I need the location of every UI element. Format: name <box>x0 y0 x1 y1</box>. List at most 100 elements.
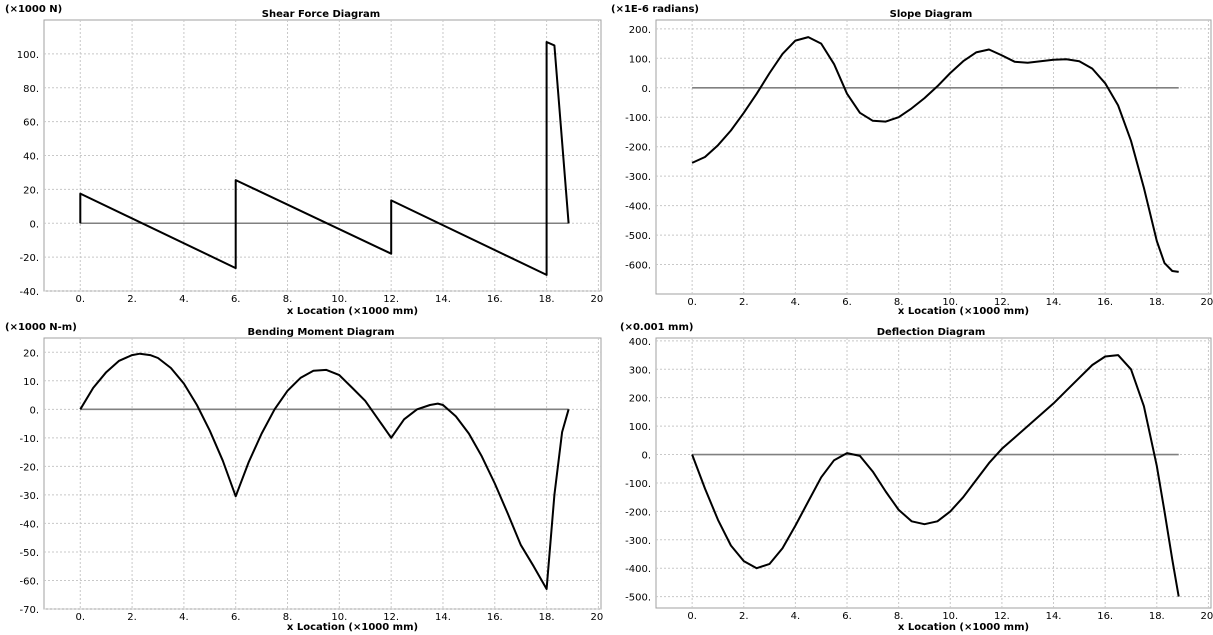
moment-title: Bending Moment Diagram <box>247 327 395 338</box>
slope-panel: (×1E-6 radians) Slope Diagram -600. -500.… <box>610 0 1213 318</box>
x-tick-label: 14. <box>1046 297 1062 308</box>
x-tick-label: 6. <box>842 611 852 622</box>
x-axis-label: x Location (×1000 mm) <box>287 306 418 317</box>
x-tick-label: 12. <box>994 611 1010 622</box>
x-axis-label: x Location (×1000 mm) <box>287 622 418 633</box>
y-tick-label: -20. <box>19 253 39 264</box>
y-tick-label: -50. <box>19 548 39 559</box>
y-tick-label: -400. <box>625 564 651 575</box>
x-tick-label: 0. <box>687 611 697 622</box>
y-tick-label: -100. <box>625 113 651 124</box>
x-tick-label: 8. <box>283 612 293 623</box>
y-tick-label: 300. <box>629 365 651 376</box>
x-axis-label: x Location (×1000 mm) <box>898 306 1029 317</box>
slope-chart: -600. -500. -400. -300. -200. -100. 0. 100. 200.… <box>625 19 1213 317</box>
y-tick-label: -70. <box>19 605 39 616</box>
y-tick-label: 0. <box>641 451 651 462</box>
x-tick-label: 4. <box>791 611 801 622</box>
x-tick-label: 0. <box>75 294 85 305</box>
x-tick-label: 20. <box>590 612 603 623</box>
x-tick-label: 8. <box>894 297 904 308</box>
x-tick-label: 2. <box>739 611 749 622</box>
x-tick-label: 10. <box>331 612 347 623</box>
bending-moment-panel: (×1000 N-m) Bending Moment Diagram -70. -… <box>0 318 603 635</box>
bending-moment-chart: -70. -60. -50. -40. -30. -20. -10. 0. 10. 20. 0. 2.… <box>19 337 603 633</box>
y-tick-label: 100. <box>629 54 651 65</box>
x-tick-label: 14. <box>435 612 451 623</box>
x-tick-label: 18. <box>539 612 555 623</box>
x-tick-label: 2. <box>127 294 137 305</box>
x-tick-label: 10. <box>942 611 958 622</box>
y-tick-label: 0. <box>29 405 39 416</box>
y-tick-label: -40. <box>19 287 39 298</box>
x-tick-label: 2. <box>127 612 137 623</box>
x-tick-label: 14. <box>435 294 451 305</box>
y-tick-label: 200. <box>629 25 651 36</box>
x-tick-label: 0. <box>75 612 85 623</box>
y-tick-label: -60. <box>19 576 39 587</box>
y-tick-label: 20. <box>23 348 39 359</box>
y-tick-label: 60. <box>23 118 39 129</box>
plot-area <box>655 337 1212 609</box>
shear-title: Shear Force Diagram <box>261 9 381 20</box>
x-tick-label: 4. <box>179 612 189 623</box>
x-tick-label: 12. <box>383 612 399 623</box>
series-line <box>79 352 570 590</box>
slope-unit-label: (×1E-6 radians) <box>611 4 699 15</box>
plot-area <box>655 19 1212 295</box>
deflection-chart: -500. -400. -300. -200. -100. 0. 100. 200. 300. 4… <box>625 337 1213 633</box>
x-tick-label: 18. <box>1149 297 1165 308</box>
x-tick-label: 10. <box>942 297 958 308</box>
series-line <box>79 41 570 276</box>
x-tick-label: 12. <box>994 297 1010 308</box>
x-tick-label: 20. <box>1200 297 1213 308</box>
moment-unit-label: (×1000 N-m) <box>5 322 77 333</box>
deflection-title: Deflection Diagram <box>876 327 986 338</box>
deflection-panel: (×0.001 mm) Deflection Diagram -500. -400… <box>610 318 1213 635</box>
x-tick-label: 16. <box>487 612 503 623</box>
x-tick-label: 18. <box>1149 611 1165 622</box>
x-tick-label: 6. <box>231 612 241 623</box>
y-tick-label: -300. <box>625 172 651 183</box>
x-tick-label: 0. <box>687 297 697 308</box>
y-tick-label: -40. <box>19 519 39 530</box>
x-tick-label: 20. <box>1200 611 1213 622</box>
series-line <box>691 36 1179 273</box>
y-tick-label: -200. <box>625 507 651 518</box>
y-tick-label: 40. <box>23 152 39 163</box>
x-tick-label: 6. <box>842 297 852 308</box>
slope-title: Slope Diagram <box>889 9 973 20</box>
deflection-unit-label: (×0.001 mm) <box>620 322 694 333</box>
shear-force-chart: -40. -20. 0. 20. 40. 60. 80. 100. 0. 2. 4. 6. 8. 10. 1… <box>17 19 603 317</box>
y-tick-label: -200. <box>625 143 651 154</box>
x-tick-label: 16. <box>487 294 503 305</box>
shear-force-panel: (×1000 N) Shear Force Diagram -40. -20. 0.… <box>0 0 603 318</box>
shear-unit-label: (×1000 N) <box>5 4 63 15</box>
y-tick-label: 0. <box>641 84 651 95</box>
x-tick-label: 14. <box>1046 611 1062 622</box>
x-tick-label: 18. <box>539 294 555 305</box>
plot-area <box>43 337 602 610</box>
x-tick-label: 16. <box>1097 611 1113 622</box>
x-tick-label: 4. <box>179 294 189 305</box>
x-tick-label: 10. <box>331 294 347 305</box>
x-tick-label: 2. <box>739 297 749 308</box>
y-tick-label: 200. <box>629 394 651 405</box>
y-tick-label: 100. <box>629 422 651 433</box>
x-tick-label: 12. <box>383 294 399 305</box>
x-tick-label: 8. <box>283 294 293 305</box>
x-tick-label: 16. <box>1097 297 1113 308</box>
y-tick-label: -20. <box>19 462 39 473</box>
y-tick-label: -400. <box>625 202 651 213</box>
y-tick-label: -100. <box>625 479 651 490</box>
x-tick-label: 4. <box>791 297 801 308</box>
y-tick-label: -500. <box>625 593 651 604</box>
x-tick-label: 6. <box>231 294 241 305</box>
y-tick-label: -30. <box>19 491 39 502</box>
y-tick-label: 400. <box>629 337 651 348</box>
y-tick-label: -600. <box>625 261 651 272</box>
y-tick-label: -500. <box>625 231 651 242</box>
y-tick-label: 0. <box>29 219 39 230</box>
x-axis-label: x Location (×1000 mm) <box>898 622 1029 633</box>
series-line <box>691 354 1180 597</box>
